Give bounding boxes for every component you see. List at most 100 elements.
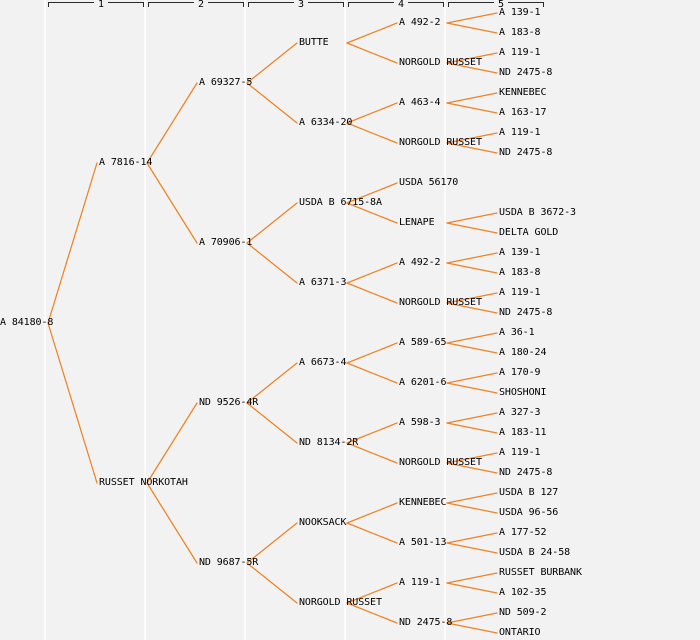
tree-node[interactable]: ND 509-2 [499, 607, 547, 618]
tree-node[interactable]: A 170-9 [499, 367, 541, 378]
tree-node[interactable]: A 6334-20 [299, 117, 353, 128]
tree-node[interactable]: A 139-1 [499, 247, 541, 258]
pedigree-edge [346, 362, 398, 384]
tree-node[interactable]: RUSSET BURBANK [499, 567, 582, 578]
tree-node[interactable]: A 69327-5 [199, 77, 253, 88]
tree-node[interactable]: NORGOLD RUSSET [299, 597, 382, 608]
ruler-number: 5 [493, 0, 509, 10]
tree-node[interactable]: A 70906-1 [199, 237, 253, 248]
pedigree-edge [446, 452, 498, 464]
pedigree-edge [446, 92, 498, 104]
tree-node[interactable]: KENNEBEC [399, 497, 447, 508]
tree-node[interactable]: A 183-8 [499, 267, 541, 278]
pedigree-edge [346, 582, 398, 604]
tree-node[interactable]: A 180-24 [499, 347, 547, 358]
tree-node[interactable]: DELTA GOLD [499, 227, 559, 238]
tree-node[interactable]: ND 2475-8 [499, 147, 553, 158]
tree-node[interactable]: RUSSET NORKOTAH [99, 477, 188, 488]
tree-node[interactable]: A 119-1 [499, 447, 541, 458]
tree-node[interactable]: USDA B 127 [499, 487, 559, 498]
tree-node[interactable]: KENNEBEC [499, 87, 547, 98]
pedigree-edge [146, 162, 198, 244]
pedigree-edge [446, 22, 498, 34]
tree-node[interactable]: A 492-2 [399, 257, 441, 268]
tree-node[interactable]: A 119-1 [399, 577, 441, 588]
tree-node[interactable]: A 6371-3 [299, 277, 347, 288]
tree-node[interactable]: NORGOLD RUSSET [399, 137, 482, 148]
tree-node[interactable]: A 501-13 [399, 537, 447, 548]
tree-node[interactable]: A 589-65 [399, 337, 447, 348]
tree-node[interactable]: NOOKSACK [299, 517, 347, 528]
pedigree-edge [446, 342, 498, 354]
tree-node[interactable]: A 139-1 [499, 7, 541, 18]
pedigree-edge [346, 262, 398, 284]
tree-node[interactable]: A 327-3 [499, 407, 541, 418]
tree-node[interactable]: USDA 96-56 [499, 507, 559, 518]
tree-node[interactable]: A 84180-8 [0, 317, 54, 328]
tree-node[interactable]: ND 2475-8 [499, 67, 553, 78]
tree-node[interactable]: A 36-1 [499, 327, 535, 338]
ruler-number: 1 [93, 0, 109, 10]
tree-node[interactable]: A 492-2 [399, 17, 441, 28]
tree-node[interactable]: NORGOLD RUSSET [399, 297, 482, 308]
pedigree-edge [446, 102, 498, 114]
tree-node[interactable]: A 119-1 [499, 287, 541, 298]
pedigree-edge [346, 602, 398, 624]
pedigree-edge [446, 582, 498, 594]
tree-node[interactable]: ND 9526-4R [199, 397, 259, 408]
tree-node[interactable]: USDA B 24-58 [499, 547, 571, 558]
tree-node[interactable]: ND 2475-8 [499, 467, 553, 478]
pedigree-edge [346, 342, 398, 364]
tree-node[interactable]: A 183-8 [499, 27, 541, 38]
pedigree-edge [246, 42, 298, 84]
tree-node[interactable]: BUTTE [299, 37, 329, 48]
tree-node[interactable]: A 7816-14 [99, 157, 153, 168]
tree-node[interactable]: ND 8134-2R [299, 437, 359, 448]
pedigree-edge [446, 142, 498, 154]
pedigree-edge [146, 82, 198, 164]
tree-node[interactable]: A 102-35 [499, 587, 547, 598]
pedigree-edge [346, 422, 398, 444]
pedigree-edge [246, 562, 298, 604]
tree-node[interactable]: A 6673-4 [299, 357, 347, 368]
tree-node[interactable]: USDA B 3672-3 [499, 207, 576, 218]
tree-node[interactable]: ND 9687-5R [199, 557, 259, 568]
column-guide [444, 0, 446, 640]
tree-node[interactable]: A 119-1 [499, 47, 541, 58]
pedigree-edge [446, 412, 498, 424]
pedigree-edge [47, 322, 98, 484]
tree-node[interactable]: SHOSHONI [499, 387, 547, 398]
tree-node[interactable]: A 598-3 [399, 417, 441, 428]
pedigree-edge [346, 502, 398, 524]
pedigree-edge [346, 122, 398, 144]
pedigree-edge [446, 612, 498, 624]
ruler-bracket: 2 [148, 0, 244, 10]
pedigree-edge [346, 202, 398, 224]
tree-node[interactable]: ONTARIO [499, 627, 541, 638]
tree-node[interactable]: A 183-11 [499, 427, 547, 438]
pedigree-edge [446, 532, 498, 544]
tree-node[interactable]: NORGOLD RUSSET [399, 457, 482, 468]
pedigree-edge [246, 402, 298, 444]
pedigree-edge [246, 362, 298, 404]
pedigree-edge [446, 62, 498, 74]
tree-node[interactable]: USDA B 6715-8A [299, 197, 382, 208]
ruler-bracket: 3 [248, 0, 344, 10]
tree-node[interactable]: A 119-1 [499, 127, 541, 138]
tree-node[interactable]: A 6201-6 [399, 377, 447, 388]
tree-node[interactable]: ND 2475-8 [499, 307, 553, 318]
tree-node[interactable]: A 463-4 [399, 97, 441, 108]
tree-node[interactable]: NORGOLD RUSSET [399, 57, 482, 68]
pedigree-edge [446, 12, 498, 24]
tree-node[interactable]: ND 2475-8 [399, 617, 453, 628]
pedigree-edge [246, 242, 298, 284]
tree-node[interactable]: A 177-52 [499, 527, 547, 538]
pedigree-edge [146, 402, 198, 484]
pedigree-edge [446, 622, 498, 634]
pedigree-edge [446, 302, 498, 314]
column-guide [44, 0, 46, 640]
tree-node[interactable]: A 163-17 [499, 107, 547, 118]
tree-node[interactable]: LENAPE [399, 217, 435, 228]
tree-node[interactable]: USDA 56170 [399, 177, 459, 188]
